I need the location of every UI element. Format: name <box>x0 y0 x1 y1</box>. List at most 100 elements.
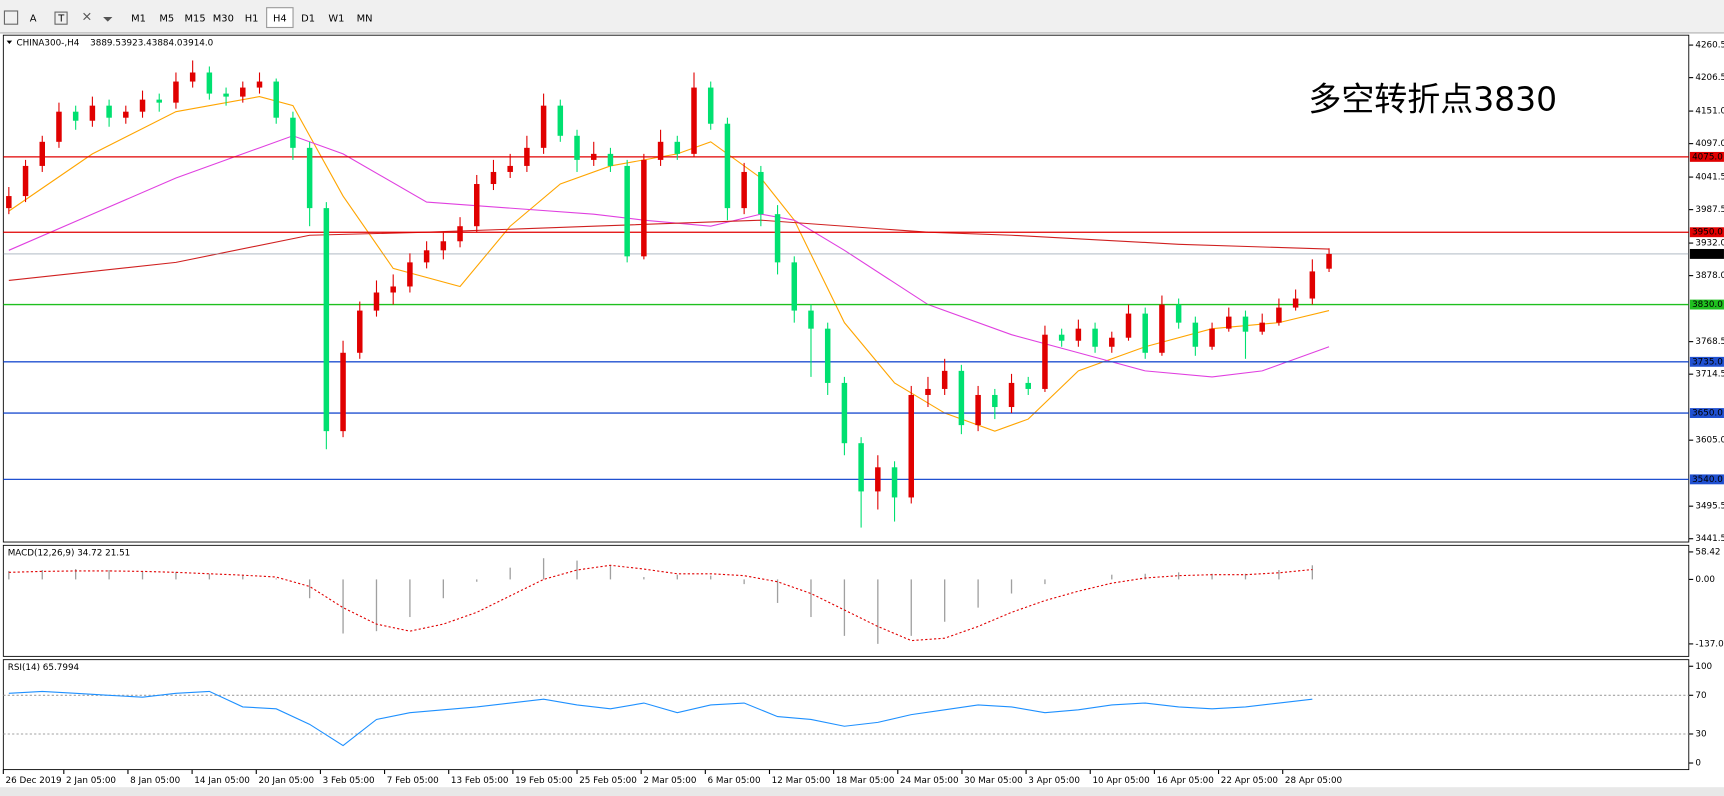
rsi-line <box>8 690 1313 747</box>
tool-icon[interactable]: T <box>57 14 65 25</box>
tool-icon[interactable]: A <box>30 14 37 25</box>
date-label: 22 Apr 05:00 <box>1221 776 1278 786</box>
candle-body <box>22 165 29 197</box>
date-label: 18 Mar 05:00 <box>836 776 895 786</box>
candle-body <box>490 171 497 185</box>
date-label: 6 Mar 05:00 <box>708 776 761 786</box>
candle-body <box>824 328 831 383</box>
date-label: 13 Feb 05:00 <box>451 776 509 786</box>
price-label: 4097.0 <box>1695 139 1724 149</box>
candle-body <box>423 250 430 263</box>
candle-body <box>774 214 781 263</box>
rsi-plot <box>2 659 1690 771</box>
candle-body <box>106 105 112 118</box>
macd-signal <box>8 564 1313 642</box>
tool-icon[interactable] <box>54 11 68 25</box>
candle-body <box>223 93 229 97</box>
candle-body <box>657 141 664 160</box>
candle-body <box>908 394 915 498</box>
timeframe-button[interactable]: M30 <box>213 14 234 25</box>
symbol: CHINA300-,H4 <box>17 38 80 48</box>
collapse-arrow[interactable] <box>6 40 13 44</box>
candle-body <box>56 111 62 142</box>
candle-body <box>925 388 931 395</box>
date-label: 25 Feb 05:00 <box>579 776 637 786</box>
candle-body <box>891 467 898 498</box>
ohlc-low: 3884.0 <box>152 38 183 48</box>
price-label: 3441.5 <box>1695 534 1724 544</box>
price-label: 3932.0 <box>1695 239 1724 249</box>
ohlc-open: 3889.5 <box>90 38 121 48</box>
candle-body <box>290 117 296 148</box>
candle-body <box>1242 316 1249 332</box>
rsi-axis-label: 100 <box>1695 662 1712 672</box>
level-tag <box>1689 356 1724 367</box>
candle-body <box>557 105 564 136</box>
main-plot <box>2 34 1690 543</box>
date-label: 3 Apr 05:00 <box>1028 776 1080 786</box>
candle-body <box>808 310 814 329</box>
date-label: 14 Jan 05:00 <box>194 776 250 786</box>
date-label: 8 Jan 05:00 <box>130 776 180 786</box>
candle-body <box>791 262 798 311</box>
timeframe-button[interactable]: H1 <box>245 14 259 25</box>
price-label: 3987.5 <box>1695 205 1724 215</box>
price-label: 4260.5 <box>1695 41 1724 51</box>
level-label: 3914.0 <box>1692 249 1723 259</box>
date-label: 3 Feb 05:00 <box>323 776 375 786</box>
candle-body <box>123 111 129 118</box>
tool-icon[interactable] <box>3 10 19 25</box>
price-label: 3714.5 <box>1695 370 1724 380</box>
timeframe-active <box>266 7 294 29</box>
candle-body <box>1175 304 1182 323</box>
level-tag <box>1689 248 1724 259</box>
candle-body <box>340 352 346 432</box>
candle-body <box>1092 328 1098 347</box>
timeframe-button[interactable]: M1 <box>131 14 146 25</box>
candle-body <box>1259 322 1265 332</box>
macd-axis-label: 0.00 <box>1695 575 1715 585</box>
candle-body <box>407 262 413 287</box>
candle-body <box>641 159 647 257</box>
date-label: 24 Mar 05:00 <box>900 776 959 786</box>
candle-body <box>206 72 213 94</box>
candle-body <box>741 171 747 209</box>
date-label: 7 Feb 05:00 <box>387 776 439 786</box>
macd-label: MACD(12,26,9) 34.72 21.51 <box>8 549 131 559</box>
candle-body <box>156 99 162 103</box>
timeframe-button[interactable]: D1 <box>301 14 315 25</box>
candle-body <box>6 196 12 209</box>
candle-body <box>858 443 864 492</box>
timeframe-button[interactable]: M5 <box>159 14 174 25</box>
level-label: 3540.0 <box>1692 475 1723 485</box>
candle-body <box>624 165 630 257</box>
candle-body <box>1142 313 1148 353</box>
candle-body <box>707 87 714 124</box>
moving-average <box>8 219 1330 281</box>
macd-plot <box>2 544 1690 657</box>
timeframe-button[interactable]: H4 <box>273 14 287 25</box>
candle-body <box>323 208 330 432</box>
level-label: 3650.0 <box>1692 409 1723 419</box>
timeframe-button[interactable]: M15 <box>185 14 206 25</box>
level-tag <box>1689 227 1724 238</box>
timeframe-button[interactable]: MN <box>357 14 373 25</box>
candle-body <box>724 123 731 209</box>
price-label: 4206.5 <box>1695 73 1724 83</box>
candle-body <box>457 226 463 242</box>
candle-body <box>72 111 79 121</box>
candle-body <box>89 105 96 121</box>
date-label: 10 Apr 05:00 <box>1092 776 1149 786</box>
tab-bar <box>0 787 1724 796</box>
candle-body <box>357 310 363 353</box>
candle-body <box>1209 328 1215 347</box>
candle-body <box>540 105 547 148</box>
candle-body <box>1058 334 1065 341</box>
date-label: 12 Mar 05:00 <box>772 776 831 786</box>
candle-body <box>758 171 764 215</box>
tool-icon[interactable] <box>83 12 113 22</box>
candle-body <box>39 141 46 166</box>
timeframe-button[interactable]: W1 <box>328 14 344 25</box>
